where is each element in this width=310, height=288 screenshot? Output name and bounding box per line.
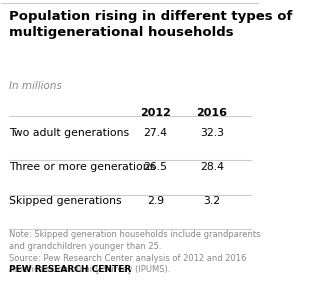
Text: Skipped generations: Skipped generations <box>9 196 122 206</box>
Text: 27.4: 27.4 <box>144 128 167 138</box>
Text: 32.3: 32.3 <box>200 128 224 138</box>
Text: Note: Skipped generation households include grandparents
and grandchildren young: Note: Skipped generation households incl… <box>9 230 261 274</box>
Text: 26.5: 26.5 <box>144 162 167 172</box>
Text: Two adult generations: Two adult generations <box>9 128 129 138</box>
Text: 2.9: 2.9 <box>147 196 164 206</box>
Text: 2012: 2012 <box>140 108 171 118</box>
Text: 3.2: 3.2 <box>203 196 221 206</box>
Text: PEW RESEARCH CENTER: PEW RESEARCH CENTER <box>9 265 131 274</box>
Text: Population rising in different types of
multigenerational households: Population rising in different types of … <box>9 10 292 39</box>
Text: 28.4: 28.4 <box>200 162 224 172</box>
Text: Three or more generations: Three or more generations <box>9 162 155 172</box>
Text: 2016: 2016 <box>197 108 228 118</box>
Text: In millions: In millions <box>9 81 62 91</box>
